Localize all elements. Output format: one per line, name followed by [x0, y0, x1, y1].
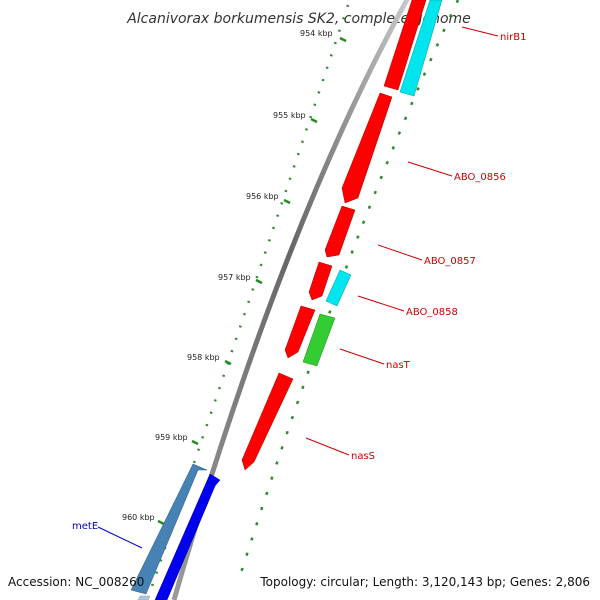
leader-line: [97, 526, 143, 549]
tick-label-954: 954 kbp: [300, 29, 333, 38]
leader-line: [357, 295, 405, 312]
gene-arrow-metE[interactable]: [130, 463, 208, 595]
gene-arrow-ABO_0856[interactable]: [341, 92, 393, 204]
tick-mark: [310, 117, 318, 124]
tick-label-955: 955 kbp: [273, 111, 306, 120]
green-feature[interactable]: [302, 313, 336, 367]
tick-mark: [191, 439, 199, 446]
tick-label-959: 959 kbp: [155, 433, 188, 442]
gene-arrow-nasT[interactable]: [284, 305, 316, 359]
outer-feature-track: [238, 0, 460, 577]
gene-label-ABO_0858[interactable]: ABO_0858: [406, 307, 458, 318]
tick-mark: [255, 278, 263, 285]
leader-line: [461, 26, 499, 37]
gene-label-ABO_0857[interactable]: ABO_0857: [424, 256, 476, 267]
leader-line: [305, 437, 350, 456]
tick-label-958: 958 kbp: [187, 353, 220, 362]
gene-label-ABO_0856[interactable]: ABO_0856: [454, 172, 506, 183]
reverse-genes: [130, 463, 221, 600]
cyan-feature[interactable]: [325, 269, 352, 307]
tick-mark: [157, 519, 165, 526]
gene-label-nirB1[interactable]: nirB1: [500, 32, 526, 43]
genome-backbone: [171, 0, 410, 600]
gene-label-metE[interactable]: metE: [72, 521, 98, 532]
tick-mark: [283, 198, 291, 205]
gene-arrow-edge: [137, 595, 151, 600]
gene-arrow-nirB1[interactable]: [383, 0, 427, 91]
tick-mark: [339, 36, 347, 43]
cds-features: [302, 0, 443, 367]
leader-line: [339, 348, 385, 365]
forward-genes: [241, 0, 427, 471]
accession-text: Accession: NC_008260: [8, 575, 145, 589]
tick-label-960: 960 kbp: [122, 513, 155, 522]
gene-arrow-ABO_0858[interactable]: [308, 261, 333, 301]
gene-label-nasS[interactable]: nasS: [351, 451, 375, 462]
tick-mark: [224, 359, 232, 366]
tick-label-957: 957 kbp: [218, 273, 251, 282]
map-title: Alcanivorax borkumensis SK2, complete ge…: [126, 11, 471, 27]
gene-label-nasT[interactable]: nasT: [386, 360, 411, 371]
gene-arrow-ABO_0857[interactable]: [324, 205, 356, 258]
tick-label-956: 956 kbp: [246, 192, 279, 201]
gene-arrow-reverse[interactable]: [154, 473, 221, 600]
leader-line: [377, 244, 423, 261]
gene-arrow-nasS[interactable]: [241, 372, 294, 471]
label-leaders: [97, 26, 499, 549]
topology-text: Topology: circular; Length: 3,120,143 bp…: [260, 575, 590, 589]
kbp-ticks: [157, 36, 347, 526]
leader-line: [407, 161, 453, 177]
cyan-feature[interactable]: [399, 0, 443, 97]
